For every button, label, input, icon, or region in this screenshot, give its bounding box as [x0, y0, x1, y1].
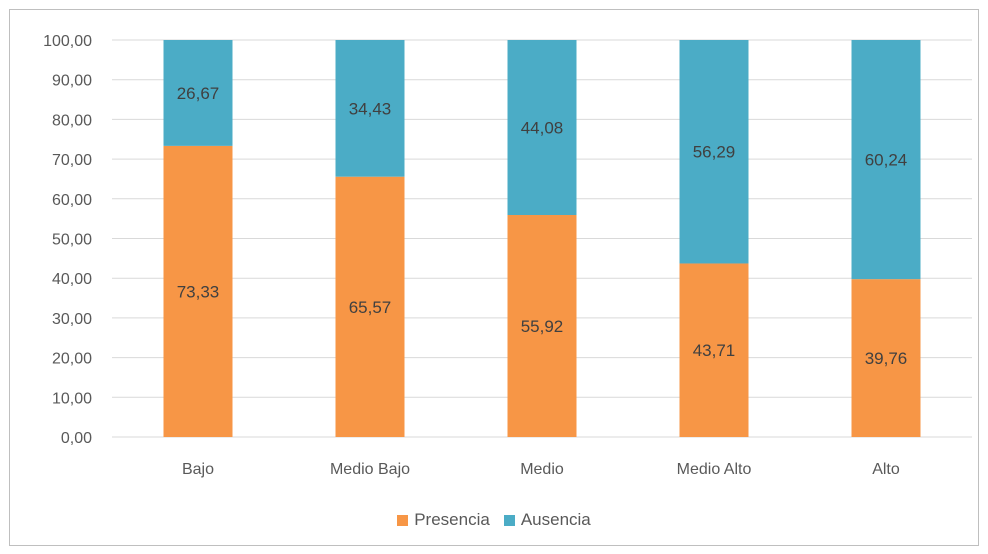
data-label: 56,29: [693, 143, 736, 162]
bar-presencia-2: [507, 214, 577, 437]
bar-presencia-3: [679, 263, 749, 437]
y-tick-label: 70,00: [52, 152, 92, 169]
y-tick-label: 20,00: [52, 351, 92, 368]
bar-ausencia-2: [507, 40, 577, 215]
bar-ausencia-3: [679, 40, 749, 264]
bar-presencia-4: [851, 279, 921, 437]
y-tick-label: 40,00: [52, 271, 92, 288]
x-tick-label: Medio Bajo: [330, 461, 410, 478]
legend-label-presencia: Presencia: [414, 510, 490, 529]
y-tick-label: 50,00: [52, 232, 92, 249]
y-tick-label: 80,00: [52, 112, 92, 129]
legend-item-ausencia: Ausencia: [503, 510, 591, 530]
y-tick-label: 60,00: [52, 192, 92, 209]
data-label: 26,67: [177, 84, 220, 103]
data-label: 65,57: [349, 298, 392, 317]
legend-item-presencia: Presencia: [397, 510, 490, 530]
x-tick-label: Bajo: [182, 461, 214, 478]
y-tick-label: 0,00: [61, 430, 92, 447]
data-label: 39,76: [865, 349, 908, 368]
x-tick-label: Medio Alto: [677, 461, 752, 478]
bar-presencia-1: [335, 176, 405, 437]
data-label: 55,92: [521, 317, 564, 336]
bar-ausencia-4: [851, 40, 921, 280]
legend: Presencia Ausencia: [0, 510, 988, 530]
y-tick-label: 10,00: [52, 390, 92, 407]
bar-ausencia-0: [163, 40, 233, 146]
bar-presencia-0: [163, 145, 233, 438]
legend-label-ausencia: Ausencia: [520, 510, 591, 529]
data-label: 60,24: [865, 151, 908, 170]
y-tick-label: 90,00: [52, 73, 92, 90]
legend-swatch-presencia: [397, 514, 409, 526]
legend-swatch-ausencia: [503, 514, 515, 526]
y-tick-label: 30,00: [52, 311, 92, 328]
data-label: 34,43: [349, 99, 392, 118]
x-tick-label: Medio: [520, 461, 564, 478]
data-label: 73,33: [177, 282, 220, 301]
data-label: 44,08: [521, 118, 564, 137]
data-label: 43,71: [693, 341, 736, 360]
bar-ausencia-1: [335, 40, 405, 177]
x-tick-label: Alto: [872, 461, 900, 478]
y-tick-label: 100,00: [43, 33, 92, 50]
